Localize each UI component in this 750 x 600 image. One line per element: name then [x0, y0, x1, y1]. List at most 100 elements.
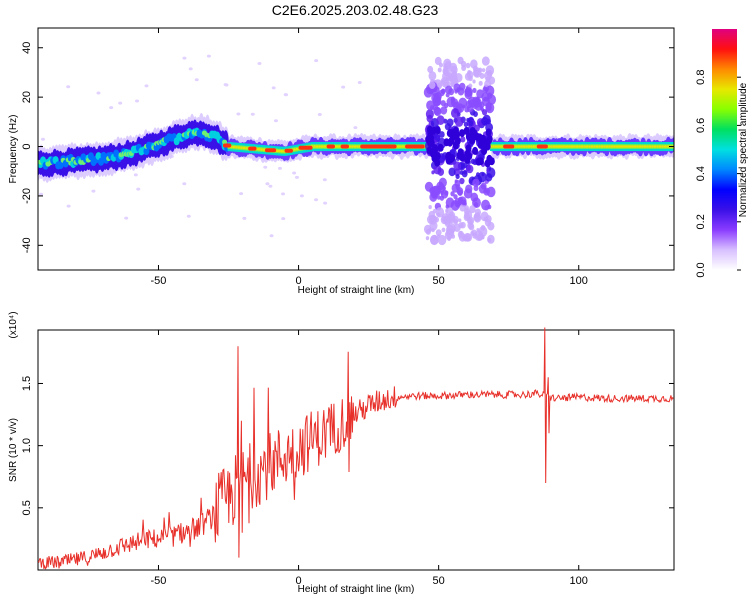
spectrogram-cell — [66, 204, 71, 208]
colorbar: 0.0 0.2 0.4 0.6 0.8 Normalized spectral ampl… — [695, 29, 749, 278]
spectrogram-cell — [428, 205, 432, 210]
spectrogram-cell — [464, 89, 469, 94]
spectrogram-cell — [242, 216, 247, 220]
spectrogram-cell — [430, 235, 439, 246]
spectrogram-cell — [457, 56, 464, 65]
spectrogram-cell — [427, 127, 434, 136]
spectrogram-cell — [437, 168, 445, 176]
spectrogram-cell — [471, 129, 478, 138]
spectrogram-cell — [275, 149, 281, 152]
spectrogram-cell — [453, 131, 460, 140]
spectrogram-cell — [485, 128, 492, 137]
spectrogram-cell — [269, 234, 274, 238]
snr-x-ticks: -50 0 50 100 — [151, 330, 588, 587]
spectrogram-cell — [250, 112, 255, 116]
spectrogram-cell — [631, 145, 636, 148]
spectrogram-cell — [405, 144, 425, 149]
spectrogram-cell — [593, 145, 598, 148]
spectrogram-cell — [336, 145, 341, 148]
spectrogram-cell — [463, 126, 470, 135]
spectrogram-cell — [257, 62, 262, 66]
spectrogram-cell — [186, 214, 191, 218]
spectrogram-cell — [497, 145, 502, 148]
spectrogram-cell — [230, 145, 235, 148]
spectrogram-cell — [459, 170, 464, 175]
spectrogram-cell — [182, 182, 187, 186]
spectrogram-cell — [284, 93, 289, 97]
spectrogram-x-tick-label: 50 — [433, 275, 445, 287]
spectrogram-x-tick-label: -50 — [151, 275, 167, 287]
spectrogram-cell — [615, 145, 621, 148]
spectrogram-cell — [605, 145, 611, 148]
spectrogram-cell — [536, 144, 548, 149]
spectrogram-cell — [257, 148, 263, 151]
spectrogram-frame — [37, 27, 675, 271]
spectrogram-cell — [468, 223, 475, 231]
spectrogram-x-axis-label: Height of straight line (km) — [298, 285, 415, 296]
spectrogram-cell — [440, 215, 448, 225]
spectrogram-cell — [585, 145, 591, 148]
spectrogram-cell — [353, 145, 359, 148]
colorbar-label: Normalized spectral amplitude — [738, 82, 749, 217]
spectrogram-cell — [40, 137, 45, 141]
spectrogram-cell — [478, 80, 483, 86]
spectrogram-cell — [232, 145, 238, 149]
spectrogram-cell — [433, 107, 442, 117]
spectrogram-cell — [322, 178, 327, 182]
spectrogram-cell — [621, 145, 626, 148]
spectrogram-cell — [486, 97, 490, 102]
spectrogram-cell — [460, 221, 466, 229]
spectrogram-cell — [552, 145, 558, 148]
spectrogram-cell — [483, 216, 488, 222]
spectrogram-cell — [133, 173, 138, 177]
spectrogram-cell — [318, 145, 323, 148]
spectrogram-cell — [486, 186, 496, 198]
snr-series-line — [38, 327, 674, 570]
spectrogram-cell — [459, 177, 465, 185]
spectrogram-cell — [224, 83, 229, 87]
spectrogram-cell — [294, 175, 299, 179]
spectrogram-cell — [618, 145, 623, 148]
spectrogram-cell — [357, 80, 362, 84]
spectrogram-cell — [453, 168, 461, 177]
spectrogram-cell — [284, 148, 293, 153]
spectrogram-cell — [653, 145, 659, 148]
spectrogram-cell — [628, 145, 634, 148]
spectrogram-cell — [341, 85, 346, 89]
spectrogram-cell — [436, 212, 441, 217]
spectrogram-cell — [235, 146, 240, 149]
spectrogram-cell — [472, 178, 480, 188]
colorbar-ticks: 0.0 0.2 0.4 0.6 0.8 — [695, 70, 741, 278]
spectrogram-cell — [453, 194, 458, 200]
spectrogram-cell — [485, 105, 491, 112]
spectrogram-cell — [455, 184, 461, 190]
spectrogram-cell — [472, 79, 476, 84]
spectrogram-cell — [485, 85, 495, 97]
spectrogram-cell — [454, 116, 464, 127]
spectrogram-cell — [503, 144, 515, 149]
spectrogram-cell — [459, 82, 466, 91]
spectrogram-cell — [470, 192, 479, 202]
spectrogram-cell — [460, 136, 466, 143]
spectrogram-cell — [431, 93, 440, 103]
spectrogram-cell — [440, 88, 445, 94]
spectrogram-x-tick-label: 0 — [296, 275, 302, 287]
spectrogram-cell — [434, 56, 442, 66]
spectrogram-cell — [281, 192, 286, 196]
spectrogram-cell — [445, 92, 450, 98]
spectrogram-cell — [565, 145, 571, 148]
spectrogram-cell — [222, 143, 232, 148]
spectrogram-cell — [91, 189, 96, 193]
spectrogram-cell — [461, 64, 467, 72]
spectrogram-y-axis-label: Frequency (Hz) — [8, 115, 19, 184]
spectrogram-cell — [613, 145, 618, 148]
spectrogram-y-tick-label: 20 — [21, 91, 33, 103]
spectrogram-cell — [610, 145, 616, 148]
spectrogram-cell — [265, 182, 270, 186]
spectrogram-cell — [525, 145, 530, 148]
spectrogram-cell — [432, 208, 437, 214]
spectrogram-cell — [480, 182, 487, 190]
snr-x-axis-label: Height of straight line (km) — [298, 584, 415, 595]
spectrogram-cell — [603, 145, 608, 148]
